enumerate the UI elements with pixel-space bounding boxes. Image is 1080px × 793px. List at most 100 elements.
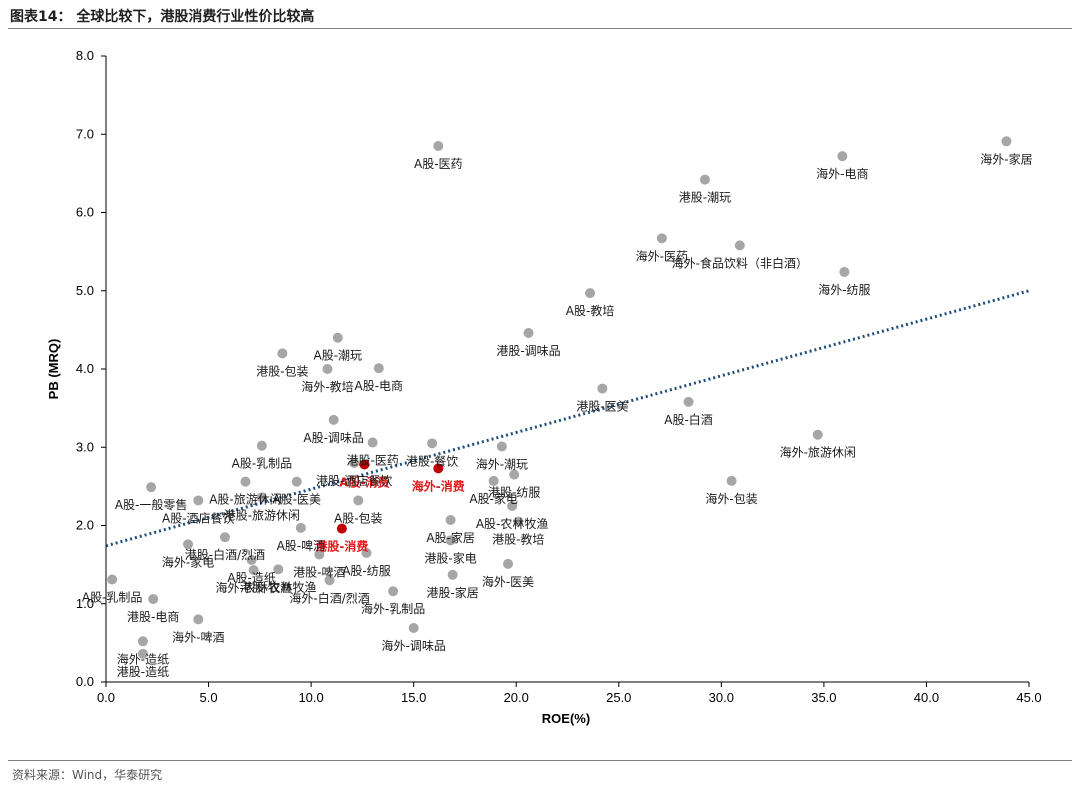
- x-tick-label: 5.0: [200, 690, 218, 705]
- data-point-label: 海外-调味品: [381, 638, 445, 653]
- data-point: [373, 363, 384, 374]
- data-point: [324, 575, 335, 586]
- data-point-label: A股-家电: [469, 491, 518, 506]
- data-point-label: A股-乳制品: [232, 457, 293, 471]
- data-point: [332, 332, 343, 343]
- data-point-label: 海外-白酒/烈酒: [289, 590, 369, 605]
- highlight-point: [336, 523, 347, 534]
- data-point-label: 港股-教培: [492, 532, 544, 547]
- highlight-point: [433, 463, 444, 474]
- y-tick-label: 6.0: [76, 205, 94, 220]
- y-tick-label: 7.0: [76, 126, 94, 141]
- data-point-label: 海外-包装: [705, 491, 757, 506]
- data-point-label: 港股-造纸: [117, 665, 169, 679]
- data-point: [447, 569, 458, 580]
- data-point: [256, 492, 267, 503]
- data-point-label: 海外-造纸: [117, 651, 169, 666]
- data-point-label: 港股-纺服: [488, 486, 540, 500]
- data-point: [219, 532, 230, 543]
- data-point: [408, 623, 419, 634]
- data-point-label: 港股-家电: [424, 550, 476, 565]
- data-point: [137, 636, 148, 647]
- data-point-label: 海外-医药: [636, 248, 688, 263]
- data-point-label: 港股-包装: [256, 364, 308, 378]
- x-tick-label: 30.0: [709, 690, 734, 705]
- data-point-label: A股-潮玩: [314, 348, 363, 363]
- data-point-label: A股-一般零售: [115, 497, 188, 512]
- data-point: [248, 565, 259, 576]
- data-point-label: 港股-电商: [127, 609, 179, 624]
- data-point-label: 港股-潮玩: [679, 190, 731, 205]
- data-point-label: A股-医美: [272, 493, 321, 507]
- data-point-label: 海外-电商: [816, 166, 868, 181]
- data-point-label: 港股-酒店餐饮: [316, 473, 392, 488]
- data-point-label: A股-教培: [566, 303, 615, 318]
- x-tick-label: 15.0: [401, 690, 426, 705]
- data-point-label: A股-乳制品: [82, 590, 143, 604]
- data-point: [597, 383, 608, 394]
- data-point: [148, 594, 159, 605]
- data-point-label: 港股-啤酒: [293, 564, 345, 579]
- data-point-label: A股-白酒: [664, 412, 713, 427]
- highlight-point: [359, 459, 370, 470]
- data-point-label: 海外-农林牧渔: [216, 580, 292, 595]
- data-point: [523, 328, 534, 339]
- data-point-label: 港股-餐饮: [406, 453, 458, 468]
- data-point: [734, 240, 745, 251]
- data-point: [496, 441, 507, 452]
- data-point: [193, 614, 204, 625]
- data-point-label: 海外-家居: [980, 151, 1032, 166]
- data-point-label: A股-造纸: [227, 571, 276, 585]
- data-point-label: A股-啤酒: [277, 538, 326, 553]
- data-point-label: 港股-白酒/烈酒: [185, 547, 265, 562]
- data-point-label: 海外-潮玩: [476, 456, 528, 471]
- data-point: [433, 140, 444, 151]
- data-point: [295, 522, 306, 533]
- data-point-label: 海外-家电: [162, 554, 214, 569]
- x-tick-label: 0.0: [97, 690, 115, 705]
- data-point: [322, 364, 333, 374]
- data-point: [726, 475, 737, 486]
- data-point: [273, 564, 284, 575]
- data-point: [291, 476, 302, 487]
- data-point: [328, 414, 339, 425]
- x-axis-title: ROE(%): [542, 711, 590, 726]
- data-point-label: A股-家居: [426, 530, 475, 545]
- data-point: [839, 266, 850, 277]
- data-point: [107, 574, 118, 585]
- y-tick-label: 5.0: [76, 283, 94, 298]
- data-point: [699, 174, 710, 185]
- data-point-label: A股-电商: [355, 378, 404, 393]
- y-tick-label: 8.0: [76, 48, 94, 63]
- x-tick-label: 20.0: [504, 690, 529, 705]
- data-point-label: A股-农林牧渔: [476, 517, 549, 531]
- title-divider: [8, 28, 1072, 29]
- y-axis-title: PB (MRQ): [46, 339, 61, 400]
- data-point: [837, 151, 848, 162]
- data-point: [240, 476, 251, 487]
- data-point-label: 港股-家居: [426, 585, 478, 600]
- x-tick-label: 25.0: [606, 690, 631, 705]
- data-point: [388, 586, 399, 597]
- data-point: [585, 288, 596, 299]
- data-point-label: A股-消费: [339, 474, 389, 489]
- data-point: [683, 396, 694, 407]
- data-point: [812, 429, 823, 440]
- data-point: [445, 515, 456, 526]
- data-point-label: 港股-调味品: [496, 344, 560, 358]
- data-point: [503, 558, 514, 569]
- data-point: [507, 500, 518, 511]
- data-point-label: 海外-旅游休闲: [780, 445, 856, 460]
- data-point: [183, 539, 194, 550]
- data-point-label: 港股-旅游休闲: [224, 508, 300, 522]
- data-point: [193, 495, 204, 506]
- data-point-label: A股-调味品: [303, 431, 364, 445]
- data-point-label: 港股-农林牧渔: [240, 580, 316, 594]
- data-point: [277, 348, 288, 359]
- data-point: [146, 482, 157, 493]
- data-point: [656, 233, 667, 244]
- data-point-label: 海外-医美: [482, 574, 534, 589]
- data-point: [1001, 136, 1012, 147]
- data-point: [314, 549, 325, 560]
